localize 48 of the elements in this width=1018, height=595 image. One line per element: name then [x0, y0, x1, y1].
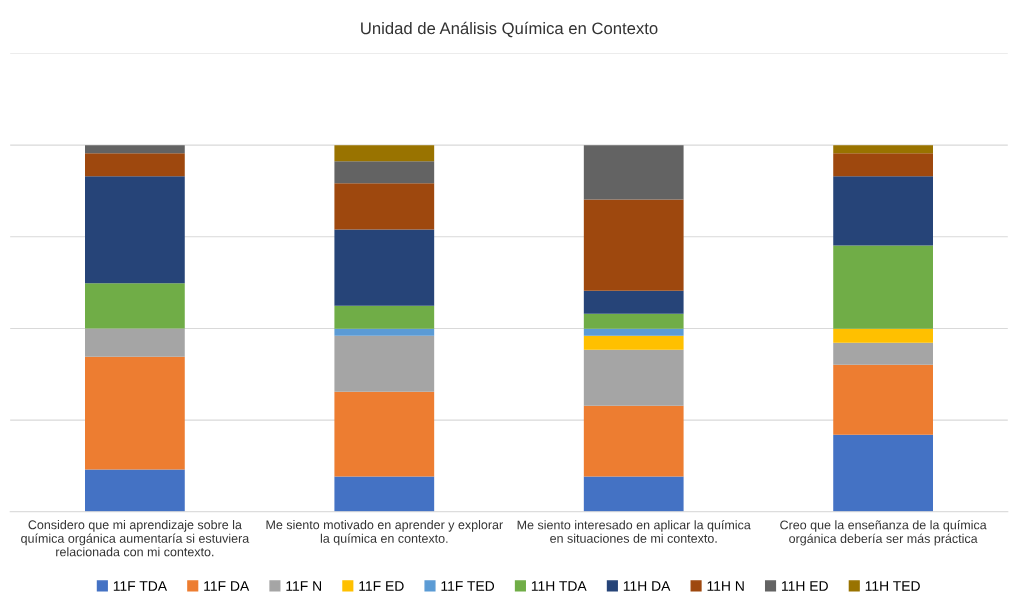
bar [583, 290, 684, 314]
bar [334, 161, 435, 184]
chart-title: Unidad de Análisis Química en Contexto [361, 21, 658, 38]
bar [85, 283, 185, 329]
legend-label: 11H ED [782, 581, 828, 591]
bar [334, 229, 435, 306]
bar [85, 356, 185, 470]
bar [85, 469, 185, 512]
bar [583, 328, 684, 336]
x-tick-label: Me siento interesado en aplicar la química en situaciones de mi contexto. [517, 520, 751, 543]
legend-label: 11H N [707, 581, 744, 591]
bar [334, 335, 435, 392]
bar [833, 153, 933, 177]
legend-label: 11H TDA [531, 581, 587, 591]
legend-label: 11H DA [623, 581, 671, 591]
x-tick-label: Considero que mi aprendizaje sobre la química orgánica aumentaría si estuviera relacionada con mi contexto. [21, 520, 250, 557]
bar [833, 145, 933, 154]
legend-label: 11F TDA [113, 581, 168, 591]
bar [334, 476, 435, 512]
legend-label: 11F ED [359, 581, 404, 591]
bar [833, 434, 933, 512]
bar [85, 145, 185, 154]
bar [833, 342, 933, 365]
bar [85, 176, 185, 284]
legend-label: 11F TED [441, 581, 495, 591]
legend-label: 11H TED [865, 581, 920, 591]
bar [85, 328, 185, 357]
bar [833, 364, 933, 435]
bar [583, 335, 684, 350]
bar [833, 328, 933, 343]
bar [334, 391, 435, 477]
legend-label: 11F DA [204, 581, 250, 591]
bar [334, 145, 435, 162]
bar [334, 328, 435, 336]
bar [583, 349, 684, 406]
bar [85, 153, 185, 177]
x-tick-label: Creo que la enseñanza de la química orgánica debería ser más práctica [780, 520, 987, 546]
bar [334, 183, 435, 230]
bar [583, 145, 684, 200]
x-tick-label: Me siento motivado en aprender y explorar la química en contexto. [266, 520, 503, 546]
bar [583, 313, 684, 329]
bar [583, 405, 684, 477]
bar [583, 199, 684, 291]
legend-label: 11F N [286, 581, 321, 591]
bar [833, 245, 933, 329]
bar [833, 176, 933, 246]
bar [334, 305, 435, 329]
bar [583, 476, 684, 512]
